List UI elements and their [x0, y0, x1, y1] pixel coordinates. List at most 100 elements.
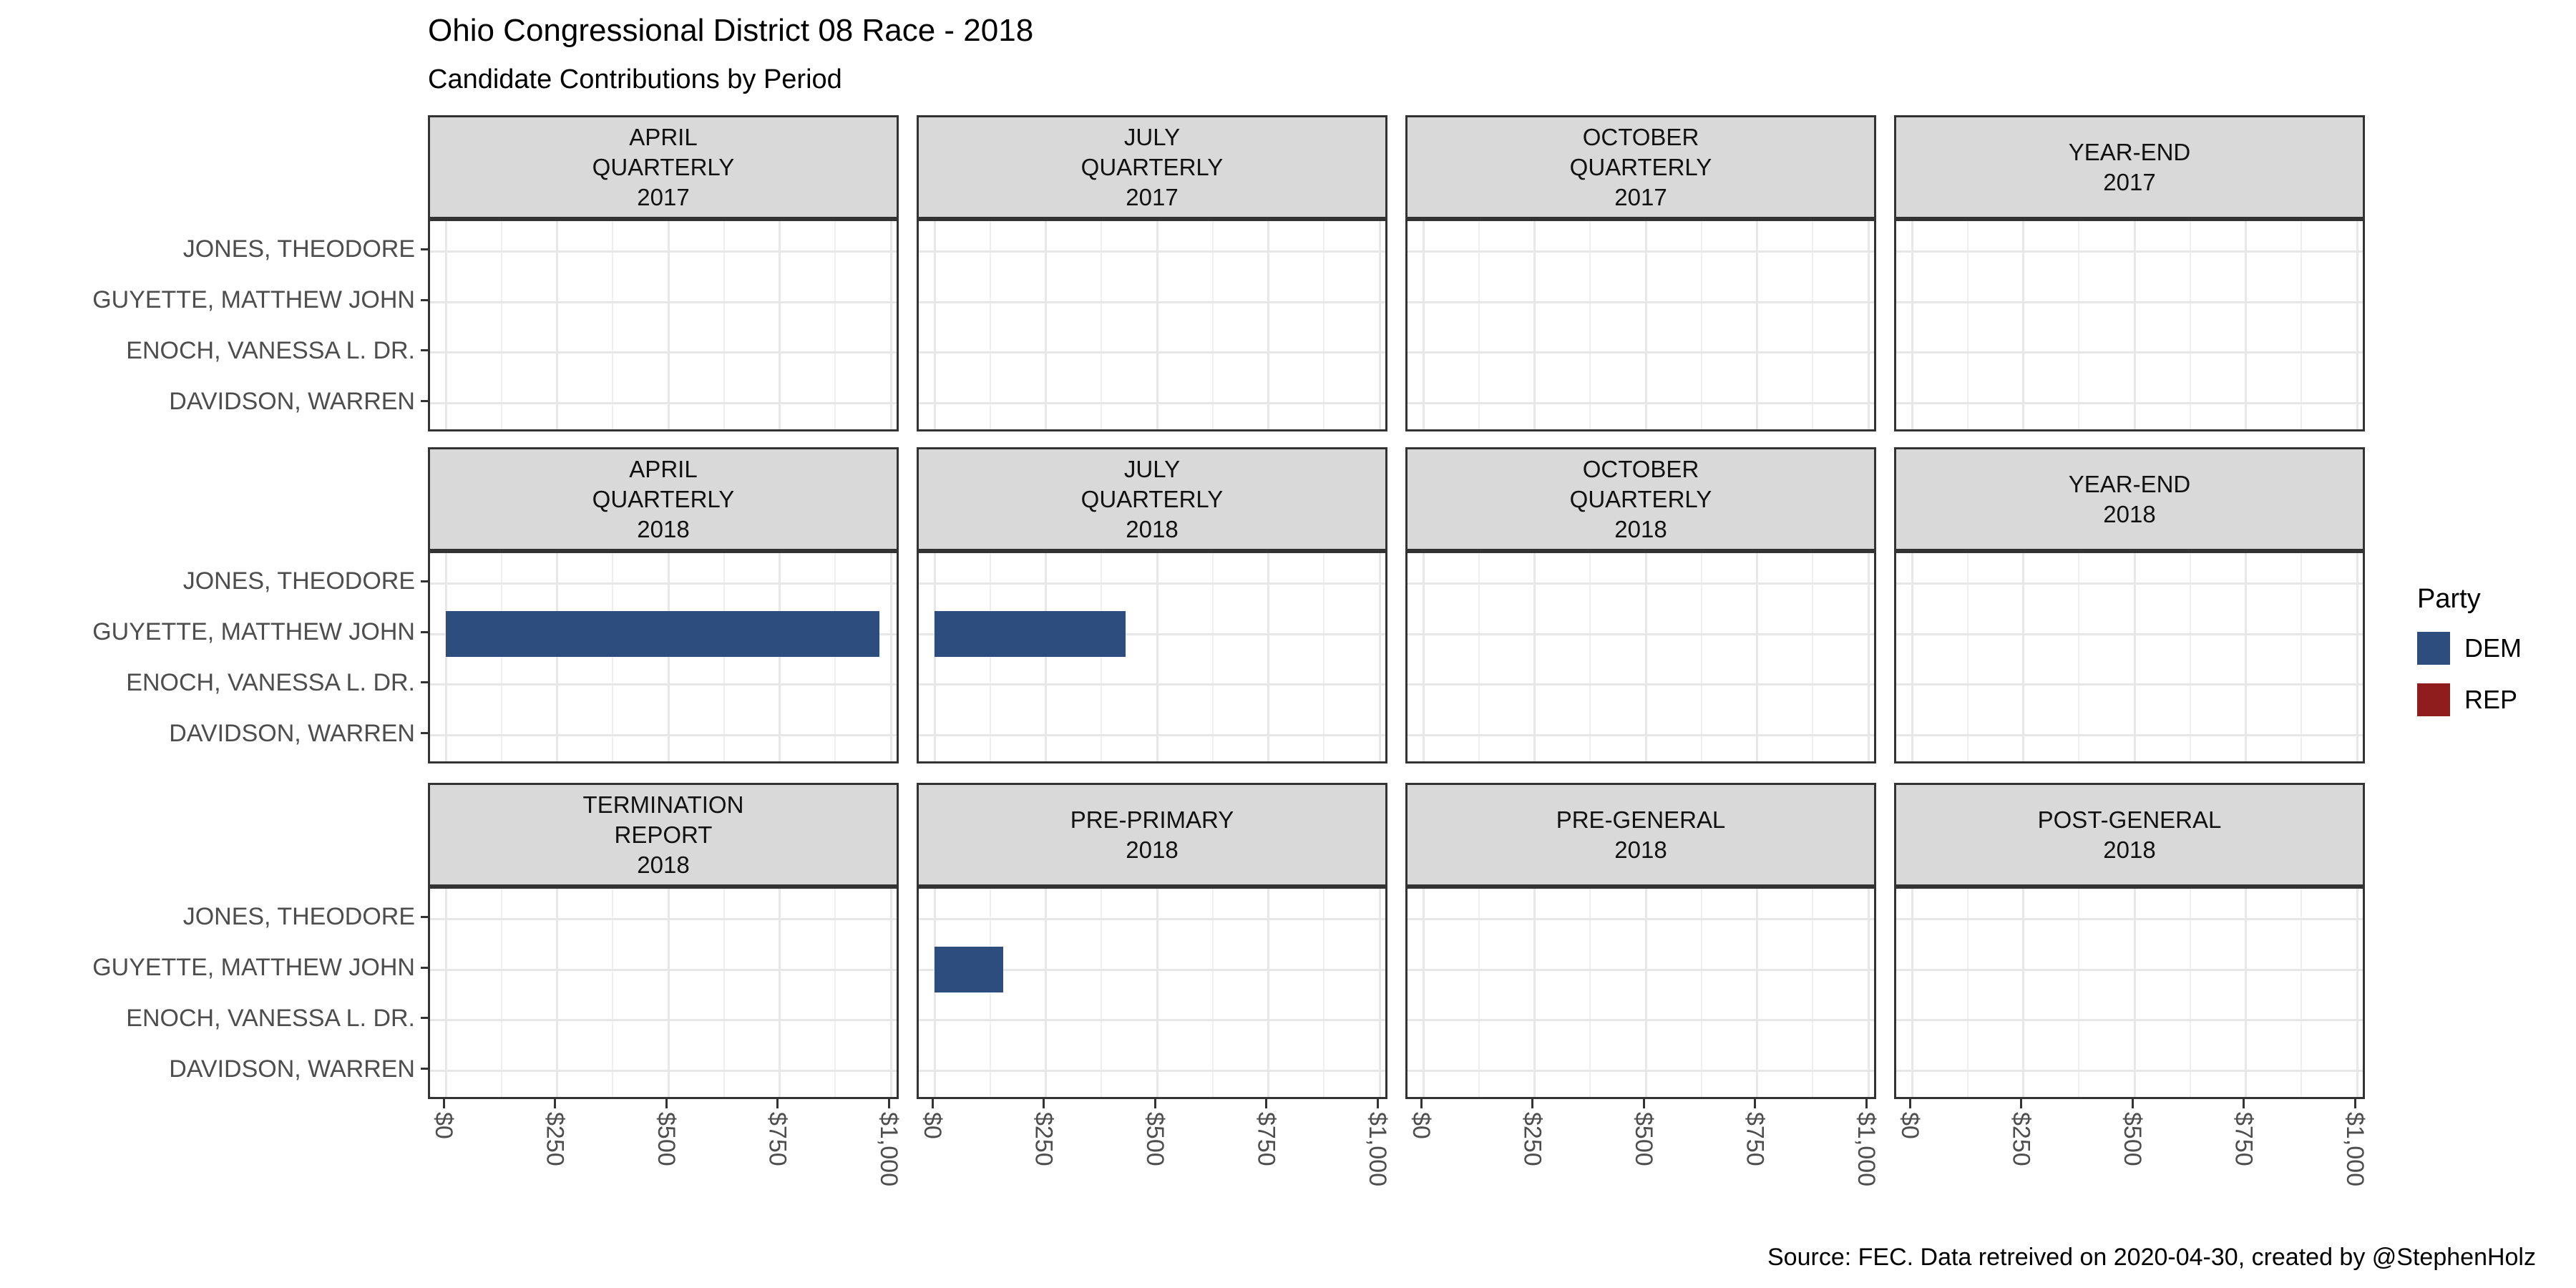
x-axis-tick [1865, 1099, 1868, 1108]
facet-strip: PRE-PRIMARY 2018 [917, 783, 1387, 887]
gridline-major [919, 351, 1385, 354]
facet-strip: JULY QUARTERLY 2017 [917, 115, 1387, 219]
gridline-major [1267, 553, 1269, 761]
gridline-major [430, 917, 897, 920]
gridline-major [1156, 221, 1158, 429]
legend-item: DEM [2417, 632, 2522, 665]
gridline-major [1896, 301, 2363, 303]
y-axis-tick [421, 915, 428, 918]
gridline-minor [1478, 221, 1480, 429]
gridline-minor [1101, 889, 1103, 1097]
gridline-major [919, 734, 1385, 737]
facet-panel [917, 551, 1387, 763]
facet-strip-label-line: QUARTERLY [592, 153, 735, 180]
gridline-major [1867, 221, 1870, 429]
x-axis-tick [887, 1099, 890, 1108]
gridline-major [1407, 582, 1874, 585]
gridline-major [1867, 553, 1870, 761]
gridline-minor [723, 221, 725, 429]
x-axis-tick [931, 1099, 934, 1108]
chart-title: Ohio Congressional District 08 Race - 20… [428, 13, 1034, 48]
facet-panel [1894, 887, 2365, 1099]
facet-strip-label-line: REPORT [614, 821, 713, 848]
gridline-major [889, 889, 892, 1097]
facet-strip-label-line: PRE-PRIMARY [1070, 806, 1234, 833]
gridline-major [933, 889, 936, 1097]
gridline-major [1407, 301, 1874, 303]
gridline-major [2356, 553, 2358, 761]
gridline-minor [1478, 889, 1480, 1097]
legend-item: REP [2417, 683, 2522, 716]
gridline-minor [1812, 221, 1814, 429]
gridline-minor [989, 889, 991, 1097]
facet-strip-label: APRIL QUARTERLY 2018 [592, 454, 735, 545]
gridline-major [1407, 633, 1874, 635]
facet-strip: APRIL QUARTERLY 2017 [428, 115, 899, 219]
facet-strip-label: APRIL QUARTERLY 2017 [592, 122, 735, 213]
facet-strip-label-line: JULY [1123, 123, 1181, 150]
gridline-minor [1101, 221, 1103, 429]
gridline-major [430, 250, 897, 253]
gridline-major [2356, 889, 2358, 1097]
gridline-major [430, 582, 897, 585]
chart-subtitle: Candidate Contributions by Period [428, 64, 842, 94]
facet-panel [1894, 551, 2365, 763]
x-axis-label: $750 [763, 1112, 791, 1166]
gridline-major [1045, 221, 1047, 429]
gridline-major [556, 221, 558, 429]
facet-strip-label-line: 2018 [637, 851, 690, 878]
facet-strip-label: PRE-GENERAL 2018 [1556, 805, 1726, 865]
gridline-major [1896, 968, 2363, 971]
facet-strip-label-line: YEAR-END [2068, 138, 2191, 165]
y-axis-tick [421, 400, 428, 403]
source-caption: Source: FEC. Data retreived on 2020-04-3… [1767, 1244, 2536, 1271]
facet-strip-label-line: APRIL [629, 123, 698, 150]
facet-panel [1405, 551, 1876, 763]
facet-panel [917, 219, 1387, 431]
gridline-major [1422, 221, 1425, 429]
y-axis-tick [421, 248, 428, 250]
gridline-major [1756, 221, 1758, 429]
x-axis-label: $0 [430, 1112, 457, 1139]
x-axis-label: $0 [1407, 1112, 1435, 1139]
gridline-major [1896, 917, 2363, 920]
gridline-major [2022, 889, 2024, 1097]
x-axis-label: $250 [2007, 1112, 2035, 1166]
gridline-major [430, 1019, 897, 1022]
gridline-major [1911, 889, 1913, 1097]
gridline-major [667, 889, 670, 1097]
x-axis-label: $1,000 [875, 1112, 902, 1186]
gridline-major [1407, 402, 1874, 405]
gridline-minor [612, 553, 614, 761]
x-axis-tick [1642, 1099, 1645, 1108]
facet-strip: OCTOBER QUARTERLY 2017 [1405, 115, 1876, 219]
gridline-major [1533, 553, 1536, 761]
facet-panel [428, 551, 899, 763]
gridline-major [2245, 553, 2247, 761]
facet-strip-label-line: 2017 [1614, 183, 1667, 210]
facet-panel [428, 219, 899, 431]
gridline-major [919, 968, 1385, 971]
facet-strip-label: JULY QUARTERLY 2017 [1081, 122, 1224, 213]
gridline-minor [723, 553, 725, 761]
legend-title: Party [2417, 584, 2481, 614]
facet-strip-label: TERMINATION REPORT 2018 [583, 790, 744, 880]
gridline-major [1422, 553, 1425, 761]
x-axis-label: $1,000 [1364, 1112, 1391, 1186]
y-axis-label: JONES, THEODORE [182, 567, 415, 595]
x-axis-label: $500 [2119, 1112, 2146, 1166]
y-axis-label: GUYETTE, MATTHEW JOHN [92, 286, 415, 314]
facet-strip-label-line: 2018 [1614, 836, 1667, 863]
gridline-minor [1589, 553, 1591, 761]
gridline-major [919, 301, 1385, 303]
gridline-major [1407, 683, 1874, 686]
gridline-major [1896, 734, 2363, 737]
gridline-minor [1478, 553, 1480, 761]
gridline-major [919, 633, 1385, 635]
y-axis-tick [421, 681, 428, 684]
gridline-major [1407, 968, 1874, 971]
facet-strip-label: OCTOBER QUARTERLY 2017 [1570, 122, 1712, 213]
x-axis-label: $250 [541, 1112, 569, 1166]
y-axis-tick [421, 580, 428, 582]
